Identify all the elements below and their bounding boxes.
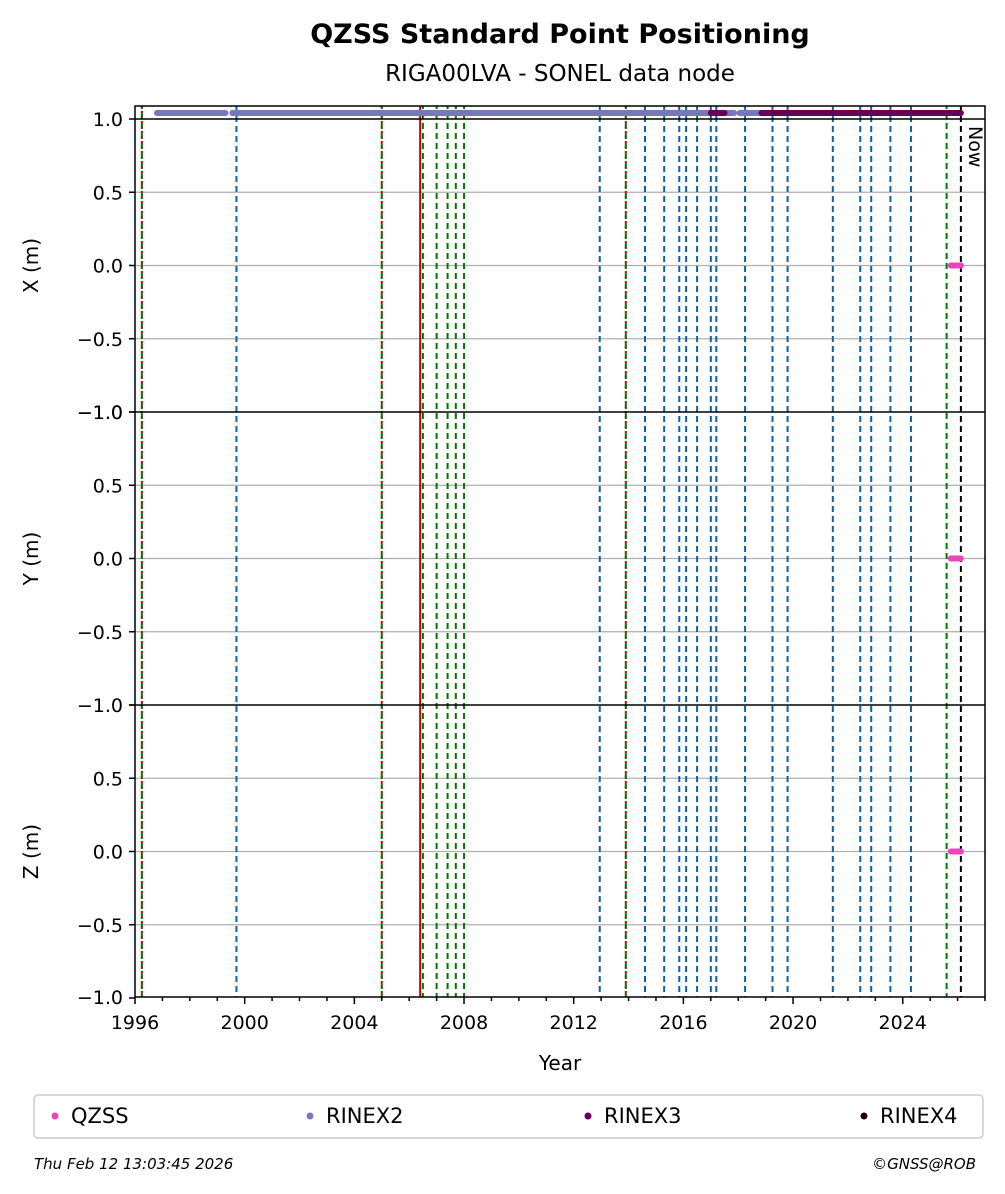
chart-title: QZSS Standard Point Positioning <box>310 19 810 50</box>
legend-marker-rinex4 <box>860 1112 868 1120</box>
y-tick-label: 0.0 <box>93 549 123 571</box>
x-tick-label: 2012 <box>550 1012 598 1034</box>
y-tick-label: −1.0 <box>77 987 123 1009</box>
x-tick-label: 2024 <box>879 1012 927 1034</box>
y-tick-label: −0.5 <box>77 915 123 937</box>
y-tick-label: −0.5 <box>77 622 123 644</box>
legend: QZSS RINEX2 RINEX3 RINEX4 <box>33 1094 984 1139</box>
y-tick-label: 0.5 <box>93 768 123 790</box>
plot-area: Now 1.0 0.5 0.0 −0.5 −1.0 X (m) −1.0 0.5 0.0 −0.5 Y… <box>19 105 986 1034</box>
now-label: Now <box>964 126 986 167</box>
y-tick-label: −1.0 <box>77 695 123 717</box>
y-tick-label: −1.0 <box>77 402 123 424</box>
y-tick-label: 0.0 <box>93 256 123 278</box>
legend-marker-rinex2 <box>306 1112 314 1120</box>
footer-timestamp: Thu Feb 12 13:03:45 2026 <box>34 1155 233 1173</box>
x-tick-label: 2016 <box>659 1012 707 1034</box>
y-tick-label: −1.0 <box>77 402 123 424</box>
y-tick-label: −0.5 <box>77 329 123 351</box>
y-tick-label: 0.5 <box>93 182 123 204</box>
x-tick-label: 2004 <box>330 1012 378 1034</box>
y-tick-label: 0.0 <box>93 842 123 864</box>
x-tick-label: 2008 <box>440 1012 488 1034</box>
legend-box <box>33 1094 984 1139</box>
legend-label-rinex2: RINEX2 <box>326 1104 404 1128</box>
legend-label-rinex3: RINEX3 <box>604 1104 682 1128</box>
legend-marker-qzss <box>51 1112 59 1120</box>
legend-label-rinex4: RINEX4 <box>880 1104 958 1128</box>
x-axis-label: Year <box>538 1051 582 1075</box>
legend-label-qzss: QZSS <box>71 1104 129 1128</box>
x-tick-label: 2000 <box>220 1012 268 1034</box>
y-axis-label-x: X (m) <box>19 238 43 293</box>
x-tick-label: 1996 <box>111 1012 159 1034</box>
y-axis-label-z: Z (m) <box>19 824 43 879</box>
y-tick-label: 0.5 <box>93 475 123 497</box>
x-tick-label: 2020 <box>769 1012 817 1034</box>
legend-marker-rinex3 <box>584 1112 592 1120</box>
footer-credit: ©GNSS@ROB <box>872 1155 976 1173</box>
chart-subtitle: RIGA00LVA - SONEL data node <box>385 61 735 87</box>
y-axis-label-y: Y (m) <box>19 532 43 587</box>
plot-frame <box>134 105 986 998</box>
y-tick-label: 1.0 <box>93 109 123 131</box>
